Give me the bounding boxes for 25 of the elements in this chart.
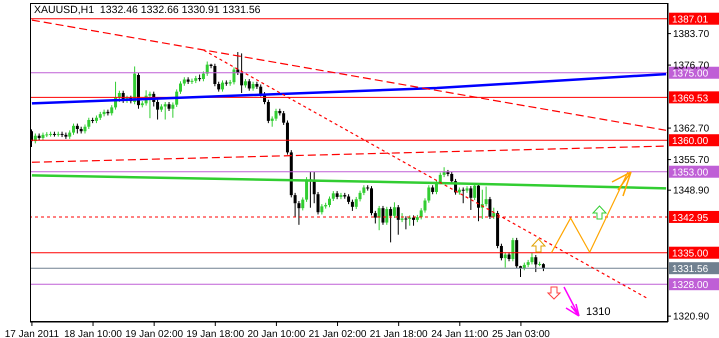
ref-line-label: 1331.56 bbox=[672, 264, 709, 276]
annotation: 1310 bbox=[586, 306, 610, 318]
ref-line-label: 1375.00 bbox=[672, 68, 709, 80]
ref-line-label: 1328.00 bbox=[672, 280, 709, 292]
x-tick-label: 20 Jan 10:00 bbox=[248, 329, 306, 338]
x-tick-label: 18 Jan 10:00 bbox=[64, 329, 122, 338]
x-tick-label: 19 Jan 02:00 bbox=[125, 329, 184, 338]
y-tick-label: 1362.70 bbox=[673, 124, 710, 135]
ref-line-label: 1335.00 bbox=[672, 248, 709, 260]
y-tick-label: 1383.70 bbox=[673, 29, 710, 40]
ref-line-label: 1387.01 bbox=[672, 14, 709, 26]
y-tick-label: 1355.70 bbox=[673, 155, 710, 166]
x-tick-label: 21 Jan 18:00 bbox=[370, 329, 428, 338]
ref-line-label: 1369.53 bbox=[672, 93, 709, 104]
y-tick-label: 1348.90 bbox=[673, 186, 710, 197]
x-tick-label: 24 Jan 11:00 bbox=[431, 329, 489, 338]
x-tick-label: 17 Jan 2011 bbox=[4, 329, 60, 338]
y-tick-label: 1320.90 bbox=[673, 312, 710, 323]
ref-line-label: 1342.95 bbox=[672, 212, 709, 224]
x-tick-label: 19 Jan 18:00 bbox=[186, 329, 245, 338]
ref-line-label: 1353.00 bbox=[672, 168, 709, 179]
ref-line-label: 1360.00 bbox=[672, 136, 709, 148]
chart-title: XAUUSD,H1 1332.46 1332.66 1330.91 1331.56 bbox=[34, 4, 261, 16]
x-tick-label: 21 Jan 02:00 bbox=[308, 329, 367, 338]
x-tick-label: 25 Jan 03:00 bbox=[492, 329, 550, 338]
